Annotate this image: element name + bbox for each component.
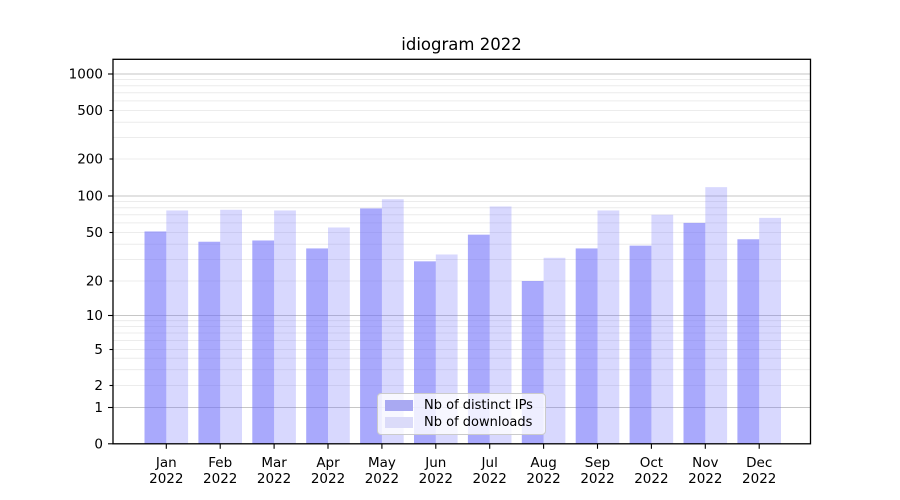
legend-label-distinct-ips: Nb of distinct IPs — [424, 397, 533, 413]
legend-swatch-downloads — [385, 417, 413, 429]
bar-nb-of-distinct-ips — [575, 248, 598, 444]
x-tick-label-month: Nov — [692, 455, 718, 471]
x-tick-label-month: Feb — [208, 455, 232, 471]
x-tick-label-month: Dec — [746, 455, 772, 471]
x-tick-label-year: 2022 — [688, 471, 722, 487]
bar-nb-of-downloads — [597, 210, 620, 444]
y-tick-label: 1000 — [69, 67, 103, 83]
bar-nb-of-distinct-ips — [198, 241, 221, 444]
x-tick-label-month: May — [368, 455, 396, 471]
x-tick-label-year: 2022 — [742, 471, 776, 487]
y-tick-label: 50 — [86, 225, 103, 241]
x-tick-label-year: 2022 — [580, 471, 614, 487]
x-tick-label-month: Sep — [585, 455, 610, 471]
bar-nb-of-distinct-ips — [467, 234, 490, 444]
y-tick-label: 10 — [86, 308, 103, 324]
bar-nb-of-distinct-ips — [306, 248, 328, 444]
bar-nb-of-downloads — [705, 187, 728, 444]
x-tick-label-month: Jul — [481, 455, 498, 471]
bar-nb-of-distinct-ips — [629, 245, 652, 444]
y-tick-label: 2 — [94, 378, 103, 394]
bar-nb-of-downloads — [489, 206, 512, 444]
y-tick-label: 0 — [94, 436, 103, 452]
y-tick-label: 500 — [77, 103, 103, 119]
x-tick-label-year: 2022 — [311, 471, 345, 487]
x-tick-label-month: Mar — [261, 455, 287, 471]
bar-nb-of-downloads — [651, 214, 674, 444]
bar-nb-of-downloads — [274, 210, 296, 444]
x-tick-label-year: 2022 — [203, 471, 237, 487]
x-tick-label-month: Aug — [530, 455, 556, 471]
x-tick-label-year: 2022 — [257, 471, 291, 487]
bar-nb-of-downloads — [166, 210, 189, 444]
bar-nb-of-distinct-ips — [360, 208, 382, 444]
bar-nb-of-downloads — [543, 257, 566, 444]
x-tick-label-year: 2022 — [634, 471, 668, 487]
bar-nb-of-downloads — [220, 209, 242, 444]
x-tick-label-year: 2022 — [149, 471, 183, 487]
y-tick-label: 1 — [94, 400, 103, 416]
legend-swatch-distinct-ips — [385, 399, 413, 411]
x-tick-label-month: Oct — [640, 455, 663, 471]
bar-nb-of-distinct-ips — [737, 239, 760, 444]
x-tick-label-year: 2022 — [526, 471, 560, 487]
y-tick-label: 100 — [77, 189, 103, 205]
chart-title: idiogram 2022 — [401, 35, 522, 54]
bar-nb-of-distinct-ips — [144, 231, 167, 444]
legend: Nb of distinct IPs Nb of downloads — [377, 393, 546, 435]
legend-item-downloads: Nb of downloads — [385, 414, 539, 431]
legend-label-downloads: Nb of downloads — [424, 415, 533, 431]
bar-nb-of-distinct-ips — [683, 222, 706, 444]
x-tick-label-year: 2022 — [365, 471, 399, 487]
legend-item-distinct-ips: Nb of distinct IPs — [385, 397, 539, 414]
x-tick-label-year: 2022 — [473, 471, 507, 487]
bar-nb-of-distinct-ips — [252, 240, 275, 444]
x-tick-label-month: Jan — [155, 455, 177, 471]
bar-nb-of-downloads — [759, 217, 781, 444]
x-tick-label-year: 2022 — [419, 471, 453, 487]
bar-nb-of-downloads — [328, 227, 350, 444]
y-tick-label: 5 — [94, 342, 103, 358]
y-tick-label: 200 — [77, 152, 103, 168]
bar-nb-of-downloads — [381, 199, 404, 444]
x-tick-label-month: Apr — [316, 455, 340, 471]
y-tick-label: 20 — [86, 274, 103, 290]
axes-border — [112, 58, 812, 445]
x-tick-label-month: Jun — [424, 455, 446, 471]
